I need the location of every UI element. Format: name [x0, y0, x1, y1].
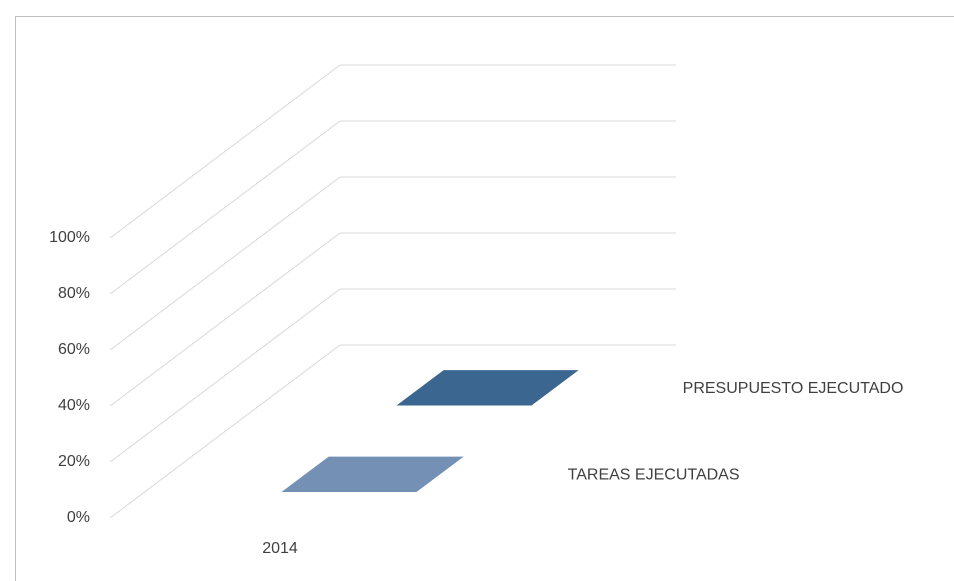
y-tick-label: 100%	[49, 229, 90, 246]
y-tick-label: 60%	[58, 341, 90, 358]
grid-line	[109, 344, 676, 519]
grid-line	[109, 64, 676, 239]
series-label: TAREAS EJECUTADAS	[568, 467, 740, 484]
bar-top	[281, 456, 464, 493]
y-tick-label: 0%	[67, 509, 90, 526]
series-label: PRESUPUESTO EJECUTADO	[683, 380, 904, 397]
y-tick-label: 80%	[58, 285, 90, 302]
bar-top	[396, 370, 579, 406]
grid-line	[109, 232, 676, 407]
grid-line	[109, 120, 676, 295]
grid-line	[109, 176, 676, 351]
chart-frame	[15, 16, 954, 581]
y-tick-label: 40%	[58, 397, 90, 414]
x-tick-label: 2014	[262, 540, 298, 557]
grid-line	[109, 288, 676, 463]
y-tick-label: 20%	[58, 453, 90, 470]
